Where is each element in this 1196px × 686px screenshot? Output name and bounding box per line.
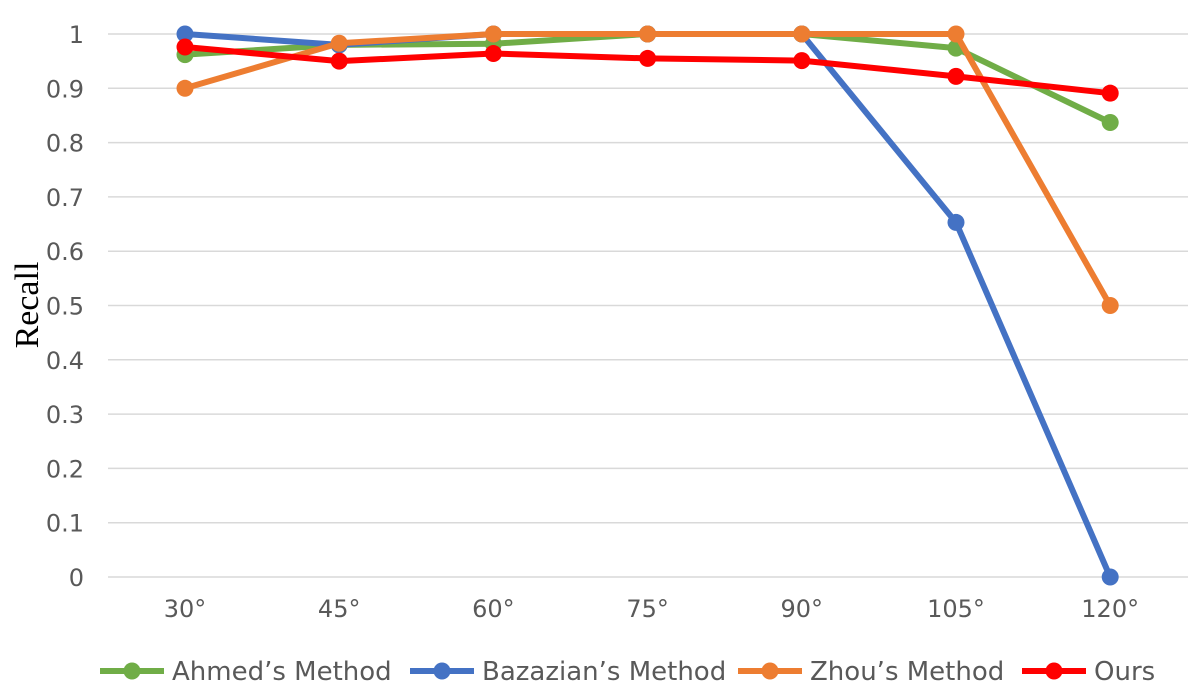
y-tick-label: 0.3 bbox=[46, 401, 84, 429]
y-tick-label: 1 bbox=[69, 21, 84, 49]
x-tick-label: 90° bbox=[781, 595, 824, 623]
data-point bbox=[484, 45, 502, 63]
x-tick-label: 60° bbox=[472, 595, 515, 623]
series-2 bbox=[176, 25, 1119, 314]
data-point bbox=[793, 25, 811, 43]
y-tick-label: 0 bbox=[69, 564, 84, 592]
x-tick-label: 105° bbox=[927, 595, 985, 623]
y-axis-ticks: 0 0.1 0.2 0.3 0.4 0.5 0.6 0.7 0.8 0.9 1 bbox=[46, 21, 84, 592]
y-tick-label: 0.7 bbox=[46, 184, 84, 212]
data-point bbox=[176, 38, 194, 56]
y-tick-label: 0.1 bbox=[46, 510, 84, 538]
series-3 bbox=[176, 38, 1119, 102]
legend-item: Bazazian’s Method bbox=[410, 657, 726, 686]
data-point bbox=[947, 67, 965, 85]
legend-item: Ahmed’s Method bbox=[100, 657, 392, 686]
y-tick-label: 0.5 bbox=[46, 293, 84, 321]
legend-swatch-marker bbox=[1045, 662, 1063, 680]
legend-item: Zhou’s Method bbox=[738, 657, 1004, 686]
legend-item: Ours bbox=[1022, 657, 1155, 686]
y-tick-label: 0.6 bbox=[46, 238, 84, 266]
data-point bbox=[947, 25, 965, 43]
data-series bbox=[176, 25, 1119, 586]
legend-label: Bazazian’s Method bbox=[482, 657, 726, 686]
x-tick-label: 120° bbox=[1081, 595, 1139, 623]
data-point bbox=[1101, 84, 1119, 102]
data-point bbox=[330, 34, 348, 52]
y-tick-label: 0.9 bbox=[46, 75, 84, 103]
legend-swatch-marker bbox=[433, 662, 451, 680]
data-point bbox=[1101, 568, 1119, 586]
x-tick-label: 30° bbox=[164, 595, 207, 623]
legend-label: Zhou’s Method bbox=[810, 657, 1004, 686]
y-tick-label: 0.8 bbox=[46, 130, 84, 158]
legend-label: Ahmed’s Method bbox=[172, 657, 392, 686]
data-point bbox=[639, 25, 657, 43]
y-tick-label: 0.4 bbox=[46, 347, 84, 375]
data-point bbox=[793, 52, 811, 70]
data-point bbox=[639, 49, 657, 67]
data-point bbox=[176, 25, 194, 43]
data-point bbox=[1101, 297, 1119, 314]
legend: Ahmed’s Method Bazazian’s Method Zhou’s Me… bbox=[100, 657, 1155, 686]
legend-swatch-marker bbox=[123, 662, 141, 680]
y-tick-label: 0.2 bbox=[46, 455, 84, 483]
y-axis-label: Recall bbox=[9, 262, 46, 349]
legend-swatch-marker bbox=[761, 662, 779, 680]
x-tick-label: 75° bbox=[626, 595, 669, 623]
data-point bbox=[947, 213, 965, 231]
legend-label: Ours bbox=[1094, 657, 1155, 686]
data-point bbox=[1101, 114, 1119, 132]
data-point bbox=[176, 79, 194, 97]
gridlines bbox=[108, 33, 1188, 578]
x-axis-ticks: 30° 45° 60° 75° 90° 105° 120° bbox=[164, 595, 1139, 623]
x-tick-label: 45° bbox=[318, 595, 361, 623]
data-point bbox=[484, 25, 502, 43]
data-point bbox=[330, 52, 348, 70]
